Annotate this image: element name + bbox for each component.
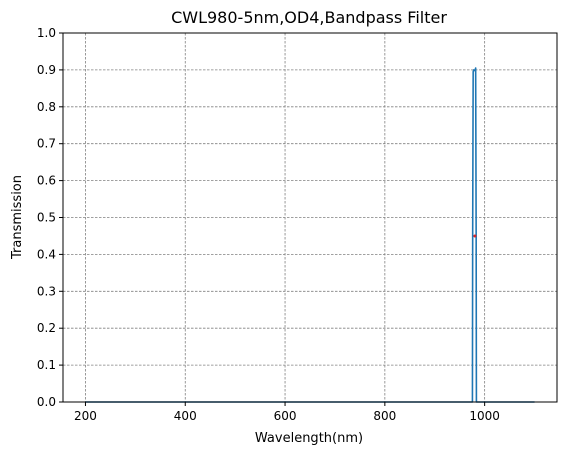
y-tick-label: 0.6 <box>37 174 56 188</box>
grid <box>63 32 557 403</box>
y-tick-label: 0.1 <box>37 358 56 372</box>
y-tick-label: 0.0 <box>37 395 56 409</box>
y-tick-label: 0.9 <box>37 63 56 77</box>
x-axis-label: Wavelength(nm) <box>255 431 363 446</box>
y-tick-label: 0.3 <box>37 284 56 298</box>
y-tick-label: 0.4 <box>37 247 56 261</box>
y-axis: 0.0 0.1 0.2 0.3 0.4 0.5 0.6 0.7 0.8 0.9 1.0 <box>37 26 63 409</box>
x-tick-label: 600 <box>274 409 297 423</box>
plot-area <box>85 67 535 403</box>
y-tick-label: 0.8 <box>37 100 56 114</box>
y-axis-label: Transmission <box>10 175 25 260</box>
transmission-series-line <box>85 67 535 403</box>
x-tick-label: 400 <box>174 409 197 423</box>
x-axis: 200 400 600 800 1000 <box>74 402 500 423</box>
x-tick-label: 1000 <box>469 409 500 423</box>
y-tick-label: 1.0 <box>37 26 56 40</box>
y-tick-label: 0.5 <box>37 211 56 225</box>
x-tick-label: 200 <box>74 409 97 423</box>
x-tick-label: 800 <box>373 409 396 423</box>
chart-title: CWL980-5nm,OD4,Bandpass Filter <box>171 8 447 27</box>
y-tick-label: 0.7 <box>37 137 56 151</box>
center-wavelength-marker <box>473 234 477 238</box>
y-tick-label: 0.2 <box>37 321 56 335</box>
